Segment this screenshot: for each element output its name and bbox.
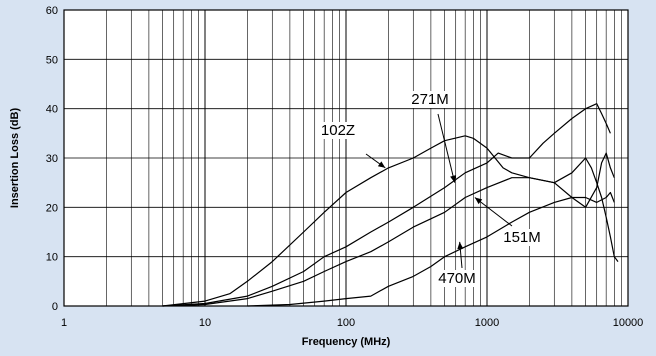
annotation-label-bg bbox=[317, 122, 359, 139]
annotation-label-102z: 102Z bbox=[321, 122, 355, 139]
annotation-arrowhead bbox=[457, 241, 464, 250]
annotation-label-151m: 151M bbox=[503, 229, 541, 246]
y-tick-label: 20 bbox=[46, 202, 58, 214]
x-tick-label: 10 bbox=[199, 317, 211, 329]
y-tick-label: 0 bbox=[52, 301, 58, 313]
annotation-arrow-line bbox=[474, 197, 513, 227]
x-tick-label: 1000 bbox=[475, 317, 499, 329]
x-tick-labels: 1 10 100 1000 10000 bbox=[61, 317, 643, 329]
annotation-arrow-line bbox=[437, 113, 456, 183]
y-tick-label: 60 bbox=[46, 5, 58, 17]
x-tick-label: 100 bbox=[337, 317, 355, 329]
y-tick-label: 50 bbox=[46, 54, 58, 66]
x-tick-label: 10000 bbox=[613, 317, 644, 329]
y-axis-title: Insertion Loss (dB) bbox=[9, 108, 21, 209]
annotation-arrowhead bbox=[377, 161, 386, 168]
annotation-label-bg bbox=[436, 270, 478, 287]
y-tick-labels: 0 10 20 30 40 50 60 bbox=[46, 5, 58, 313]
series-line-151m bbox=[162, 152, 615, 307]
series-line-102z bbox=[162, 135, 619, 307]
annotation-label-bg bbox=[501, 229, 543, 246]
annotation-label-271m: 271M bbox=[411, 91, 449, 108]
series-line-470m bbox=[247, 191, 615, 307]
x-axis-title: Frequency (MHz) bbox=[302, 336, 391, 348]
annotation-label-bg bbox=[409, 91, 451, 108]
y-tick-label: 10 bbox=[46, 252, 58, 264]
annotation-label-470m: 470M bbox=[438, 270, 476, 287]
annotation-arrowhead bbox=[450, 175, 456, 183]
plot-frame bbox=[63, 9, 629, 307]
y-tick-label: 40 bbox=[46, 104, 58, 116]
series-line-271m bbox=[162, 103, 611, 307]
curve-annotations: 102Z 271M 151M 470M bbox=[317, 91, 543, 287]
grid-lines bbox=[64, 10, 628, 306]
data-curves bbox=[162, 103, 619, 307]
x-tick-label: 1 bbox=[61, 317, 67, 329]
y-tick-label: 30 bbox=[46, 153, 58, 165]
annotation-arrowhead bbox=[474, 197, 483, 205]
